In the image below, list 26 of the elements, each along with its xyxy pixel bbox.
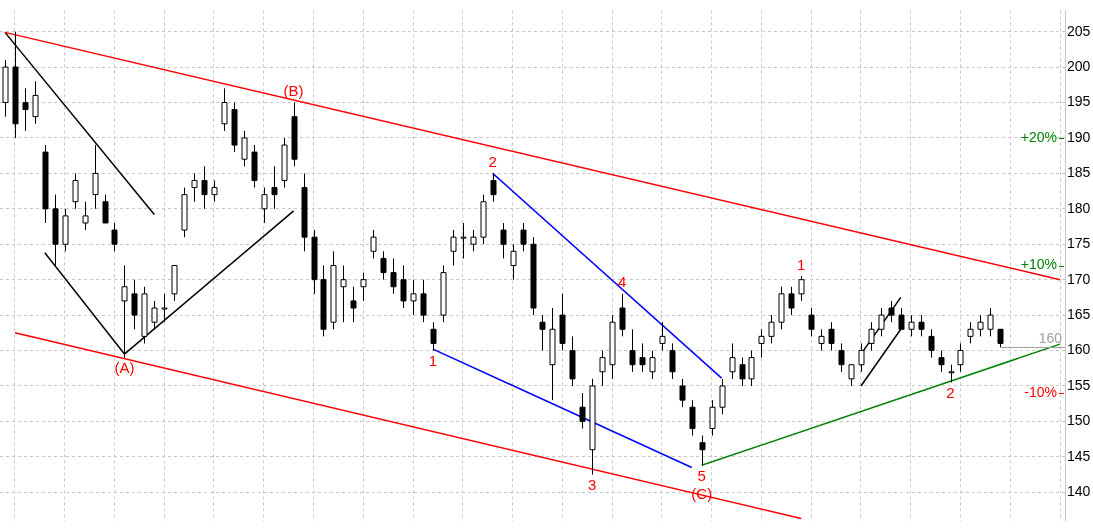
y-tick-label: 140 bbox=[1067, 483, 1091, 500]
y-tick-label: 170 bbox=[1067, 270, 1091, 287]
y-tick-label: 155 bbox=[1067, 376, 1091, 393]
annotation: -10% bbox=[1024, 383, 1057, 400]
y-tick-label: 205 bbox=[1067, 22, 1091, 39]
ref-line-label: 160 bbox=[1038, 330, 1063, 347]
text: 2 bbox=[946, 384, 955, 402]
y-tick-label: 145 bbox=[1067, 447, 1091, 464]
annotation: +20% bbox=[1020, 128, 1057, 145]
text: 3 bbox=[588, 476, 597, 494]
y-tick-label: 185 bbox=[1067, 164, 1091, 181]
text: 1 bbox=[428, 352, 438, 370]
annotation: +10% bbox=[1020, 256, 1057, 273]
text: (B) bbox=[283, 82, 304, 100]
text: 1 bbox=[797, 255, 806, 273]
text: 4 bbox=[617, 273, 627, 291]
y-tick-label: 150 bbox=[1067, 412, 1091, 429]
y-tick-label: 200 bbox=[1067, 57, 1091, 74]
y-tick-label: 190 bbox=[1067, 128, 1091, 145]
y-tick-label: 180 bbox=[1067, 199, 1091, 216]
y-tick-label: 175 bbox=[1067, 235, 1091, 252]
y-tick-label: 195 bbox=[1067, 93, 1091, 110]
y-tick-label: 165 bbox=[1067, 305, 1091, 322]
text: (A) bbox=[114, 359, 135, 377]
text: 2 bbox=[488, 153, 497, 171]
y-tick-label: 160 bbox=[1067, 341, 1091, 358]
